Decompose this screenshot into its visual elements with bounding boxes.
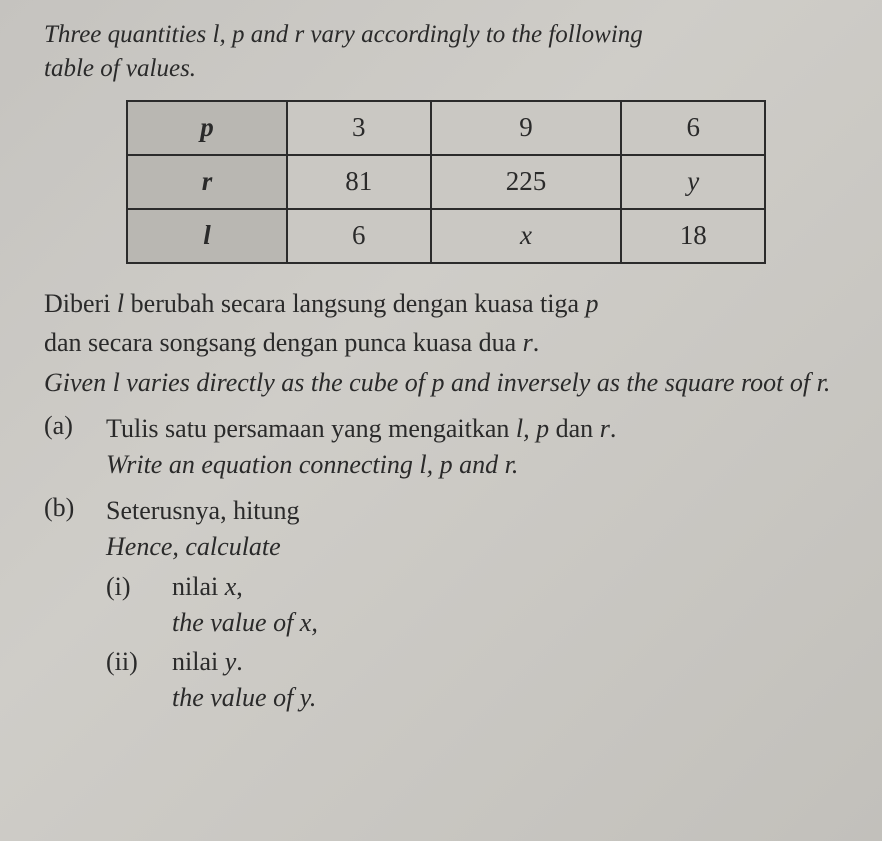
sub-i: (i) nilai x, the value of x,	[106, 569, 848, 641]
paragraph-ms: Diberi l berubah secara langsung dengan …	[44, 286, 848, 362]
text: dan	[549, 414, 600, 443]
part-b-ms: Seterusnya, hitung	[106, 493, 848, 529]
cell-p-2: 6	[621, 101, 765, 155]
var-y: y	[225, 647, 237, 676]
sub-ii-label: (ii)	[106, 644, 156, 716]
var-y: y	[300, 683, 310, 712]
text: .	[533, 328, 540, 357]
intro-line2: table of values.	[44, 55, 196, 82]
part-a-label: (a)	[44, 411, 88, 483]
table-wrap: p 3 9 6 r 81 225 y l 6 x 18	[44, 100, 848, 264]
cell-r-2: y	[621, 155, 765, 209]
sub-i-body: nilai x, the value of x,	[172, 569, 848, 641]
cell-r-0: 81	[287, 155, 431, 209]
part-b-body: Seterusnya, hitung Hence, calculate (i) …	[106, 493, 848, 716]
text: dan secara songsang dengan punca kuasa d…	[44, 328, 523, 357]
part-b-en: Hence, calculate	[106, 529, 848, 565]
table-row: r 81 225 y	[127, 155, 765, 209]
text: the value of	[172, 608, 300, 637]
cell-l-1: x	[431, 209, 622, 263]
intro-line1: Three quantities l, p and r vary accordi…	[44, 21, 643, 48]
page-container: Three quantities l, p and r vary accordi…	[0, 0, 882, 841]
cell-r-1: 225	[431, 155, 622, 209]
var-x: x	[300, 608, 312, 637]
var-r: r	[600, 414, 610, 443]
text: berubah secara langsung dengan kuasa tig…	[124, 289, 585, 318]
cell-l-2: 18	[621, 209, 765, 263]
sub-ii: (ii) nilai y. the value of y.	[106, 644, 848, 716]
text: the value of	[172, 683, 300, 712]
part-a-body: Tulis satu persamaan yang mengaitkan l, …	[106, 411, 848, 483]
text: ,	[311, 608, 318, 637]
part-a: (a) Tulis satu persamaan yang mengaitkan…	[44, 411, 848, 483]
sub-i-label: (i)	[106, 569, 156, 641]
text: Tulis satu persamaan yang mengaitkan	[106, 414, 516, 443]
cell-p-1: 9	[431, 101, 622, 155]
text: nilai	[172, 647, 225, 676]
part-b: (b) Seterusnya, hitung Hence, calculate …	[44, 493, 848, 716]
text: .	[310, 683, 317, 712]
text: Given l varies directly as the cube of p…	[44, 365, 848, 401]
table-row: p 3 9 6	[127, 101, 765, 155]
part-a-en: Write an equation connecting l, p and r.	[106, 447, 848, 483]
values-table: p 3 9 6 r 81 225 y l 6 x 18	[126, 100, 766, 264]
var-x: x	[225, 572, 237, 601]
var-r: r	[523, 328, 533, 357]
text: .	[236, 647, 243, 676]
vars-lp: l, p	[516, 414, 549, 443]
table-row: l 6 x 18	[127, 209, 765, 263]
sub-ii-body: nilai y. the value of y.	[172, 644, 848, 716]
header-l: l	[127, 209, 287, 263]
text: .	[610, 414, 617, 443]
paragraph-en: Given l varies directly as the cube of p…	[44, 365, 848, 401]
header-p: p	[127, 101, 287, 155]
header-r: r	[127, 155, 287, 209]
cell-l-0: 6	[287, 209, 431, 263]
text: nilai	[172, 572, 225, 601]
intro-text: Three quantities l, p and r vary accordi…	[44, 18, 848, 86]
text: ,	[236, 572, 243, 601]
var-p: p	[585, 289, 598, 318]
cell-p-0: 3	[287, 101, 431, 155]
part-b-label: (b)	[44, 493, 88, 716]
text: Diberi	[44, 289, 117, 318]
